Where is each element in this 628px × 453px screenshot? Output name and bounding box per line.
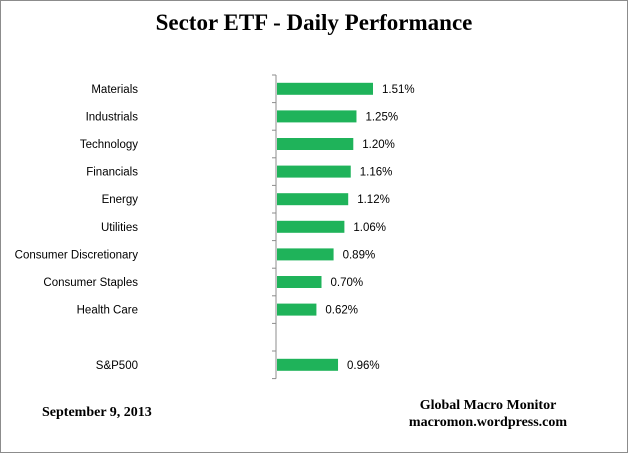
bar (277, 82, 373, 95)
chart-date: September 9, 2013 (42, 405, 152, 420)
category-label: Materials (91, 84, 138, 96)
category-label: S&P500 (96, 360, 138, 372)
data-label: 1.25% (365, 111, 398, 123)
source-url: macromon.wordpress.com (408, 415, 568, 430)
bars (277, 82, 373, 371)
chart-title: Sector ETF - Daily Performance (155, 10, 473, 35)
bar (277, 303, 317, 316)
category-label: Health Care (77, 305, 138, 317)
data-label: 1.16% (360, 167, 393, 179)
data-label: 1.20% (362, 139, 395, 151)
category-label: Utilities (101, 222, 138, 234)
chart-source: Global Macro Monitor macromon.wordpress.… (388, 397, 588, 431)
category-axis (272, 74, 277, 380)
bar (277, 193, 349, 206)
category-label: Energy (102, 194, 139, 206)
data-label: 0.62% (325, 305, 358, 317)
bar (277, 138, 354, 150)
data-label: 0.89% (343, 249, 376, 261)
source-name: Global Macro Monitor (419, 398, 557, 413)
data-label: 1.51% (382, 84, 415, 96)
data-label: 1.06% (353, 222, 386, 234)
data-label: 1.12% (357, 194, 390, 206)
bar (277, 220, 345, 233)
bar (277, 276, 322, 288)
category-label: Industrials (86, 111, 139, 123)
category-label: Financials (86, 167, 138, 179)
bar (277, 248, 334, 261)
bar (277, 165, 351, 178)
data-label: 0.96% (347, 360, 380, 372)
category-label: Consumer Discretionary (15, 249, 139, 261)
labels: Materials 1.51% Industrials 1.25% Technology… (15, 84, 415, 372)
category-label: Consumer Staples (43, 277, 138, 289)
data-label: 0.70% (331, 277, 364, 289)
category-label: Technology (80, 139, 138, 151)
bar (277, 358, 339, 371)
bar (277, 110, 357, 123)
